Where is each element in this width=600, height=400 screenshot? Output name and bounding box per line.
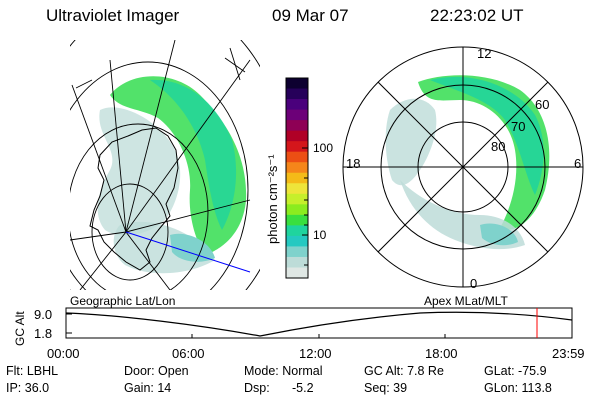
x-tick-0000: 00:00 bbox=[47, 346, 80, 361]
x-tick-0600: 06:00 bbox=[172, 346, 205, 361]
colorbar-segment bbox=[286, 78, 308, 90]
app-title: Ultraviolet Imager bbox=[46, 6, 180, 25]
colorbar-segment bbox=[286, 109, 308, 121]
colorbar-segment bbox=[286, 120, 308, 132]
date-label: 09 Mar 07 bbox=[272, 6, 349, 25]
timeline-right-caption: Apex MLat/MLT bbox=[424, 294, 508, 308]
y-tick-9: 9.0 bbox=[34, 307, 53, 322]
colorbar-tick-100: 100 bbox=[313, 141, 334, 155]
lat-label-60: 60 bbox=[535, 97, 550, 112]
colorbar-segment bbox=[286, 172, 308, 184]
time-label: 22:23:02 UT bbox=[430, 6, 524, 25]
x-tick-1200: 12:00 bbox=[299, 346, 332, 361]
mlt-label-6: 6 bbox=[574, 156, 582, 171]
colorbar-segment bbox=[286, 162, 308, 174]
colorbar-tick-10: 10 bbox=[313, 228, 327, 242]
info-dsp: Dsp: bbox=[244, 381, 270, 395]
terminator-line bbox=[125, 231, 251, 273]
timeline-axis-label: GC Alt bbox=[13, 311, 27, 346]
y-tick-1-8: 1.8 bbox=[34, 326, 53, 341]
info-dsp-value: -5.2 bbox=[292, 381, 314, 395]
altitude-curve bbox=[65, 311, 573, 337]
colorbar-segment bbox=[286, 99, 308, 111]
info-mode: Mode: Normal bbox=[244, 364, 323, 378]
x-tick-1800: 18:00 bbox=[425, 346, 458, 361]
colorbar-segment bbox=[286, 141, 308, 153]
colorbar-segment bbox=[286, 193, 308, 205]
info-seq: Seq: 39 bbox=[364, 381, 408, 395]
colorbar-segment bbox=[286, 256, 308, 269]
info-glat: GLat: -75.9 bbox=[484, 364, 547, 378]
continent-outline bbox=[89, 127, 179, 271]
info-ip: IP: 36.0 bbox=[6, 381, 50, 395]
lat-label-80: 80 bbox=[491, 139, 506, 154]
mlt-label-12: 12 bbox=[477, 46, 492, 61]
colorbar-segment bbox=[286, 130, 308, 142]
info-door: Door: Open bbox=[124, 364, 189, 378]
colorbar-segment bbox=[286, 267, 308, 279]
info-gc-alt: GC Alt: 7.8 Re bbox=[364, 364, 444, 378]
colorbar-segment bbox=[286, 183, 308, 195]
timeline-left-caption: Geographic Lat/Lon bbox=[70, 294, 176, 308]
colorbar-segment bbox=[286, 214, 308, 226]
colorbar-segment bbox=[286, 225, 308, 237]
colorbar-segment bbox=[286, 88, 308, 100]
colorbar-segment bbox=[286, 246, 308, 258]
colorbar-segment bbox=[286, 235, 308, 248]
info-glon: GLon: 113.8 bbox=[484, 381, 552, 395]
x-tick-2359: 23:59 bbox=[552, 346, 585, 361]
info-gain: Gain: 14 bbox=[124, 381, 172, 395]
mlt-label-18: 18 bbox=[346, 156, 361, 171]
colorbar-segment bbox=[286, 204, 308, 216]
colorbar-segment bbox=[286, 151, 308, 163]
info-filter: Flt: LBHL bbox=[6, 364, 59, 378]
mlt-label-0: 0 bbox=[470, 276, 478, 291]
lat-label-70: 70 bbox=[511, 119, 526, 134]
